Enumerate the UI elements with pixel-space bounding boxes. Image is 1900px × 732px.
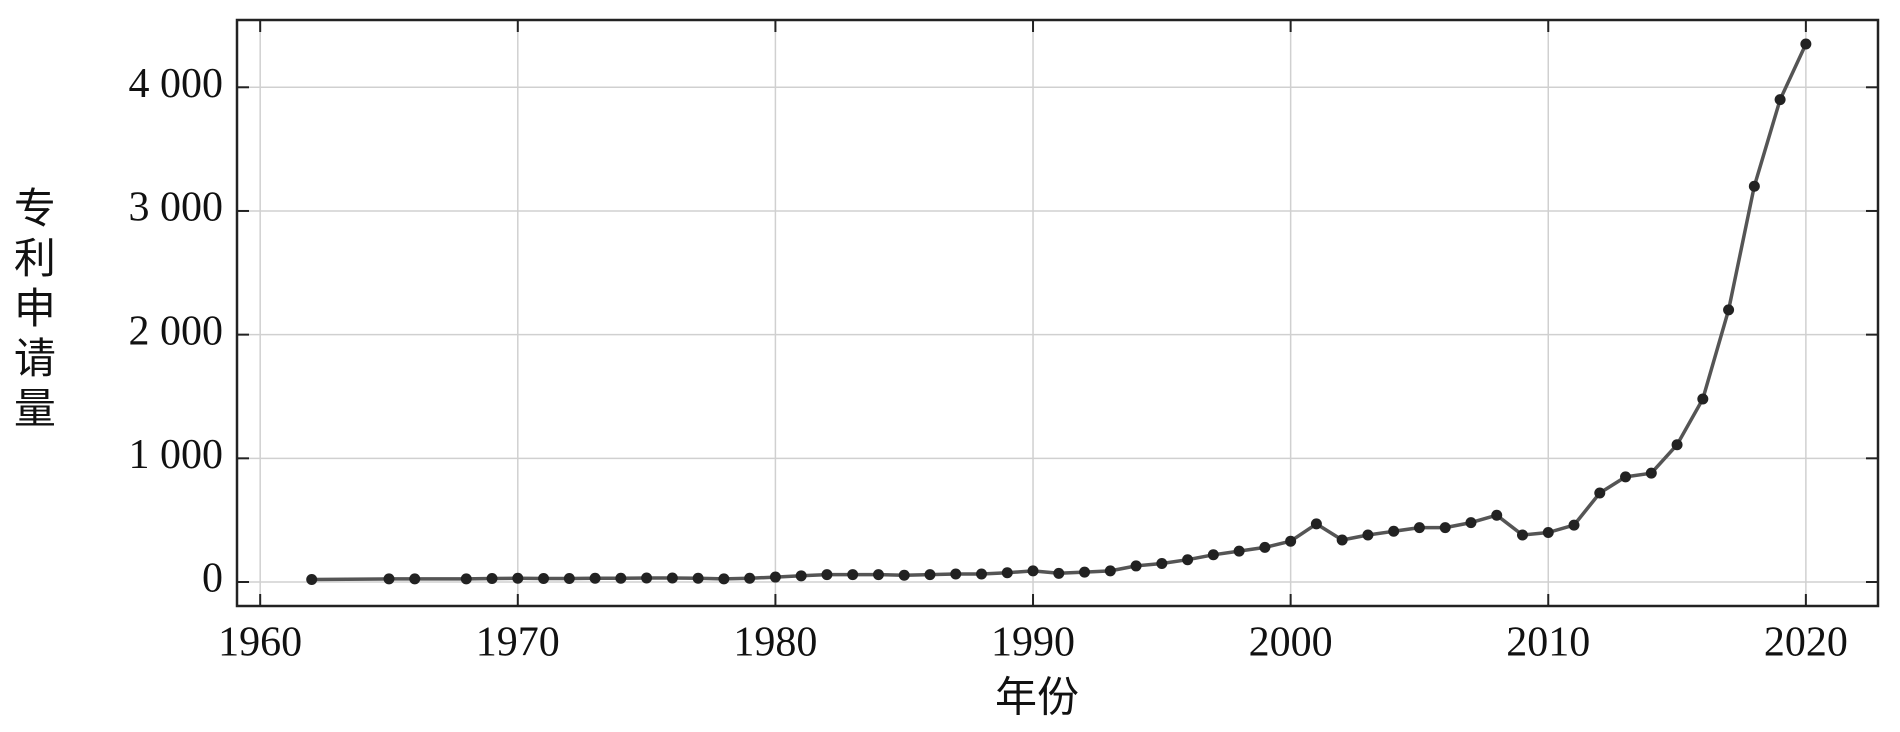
marker: [950, 568, 962, 580]
marker: [1207, 549, 1219, 561]
marker: [1336, 534, 1348, 546]
marker: [1491, 509, 1503, 521]
marker: [306, 574, 318, 586]
y-tick-label: 1 000: [129, 432, 224, 478]
marker: [769, 571, 781, 583]
y-tick-label: 3 000: [129, 185, 224, 231]
marker: [1748, 180, 1760, 192]
marker: [744, 572, 756, 584]
marker: [641, 572, 653, 584]
x-tick-label: 1980: [733, 620, 817, 666]
marker: [1723, 304, 1735, 316]
plot-frame: [235, 18, 1880, 608]
x-axis-label: 年份: [995, 675, 1079, 722]
marker: [1182, 554, 1194, 566]
marker: [1774, 94, 1786, 106]
marker: [924, 569, 936, 581]
marker: [976, 568, 988, 580]
marker: [615, 572, 627, 584]
x-tick-label: 1960: [218, 620, 302, 666]
marker: [666, 572, 678, 584]
marker: [1516, 529, 1528, 541]
marker: [795, 570, 807, 582]
y-tick-label: 4 000: [129, 61, 224, 107]
marker: [821, 569, 833, 581]
x-tick-label: 2020: [1764, 620, 1848, 666]
marker: [1413, 522, 1425, 534]
x-tick-label: 1990: [991, 620, 1075, 666]
marker: [847, 569, 859, 581]
marker: [1465, 517, 1477, 529]
marker: [1568, 519, 1580, 531]
marker: [872, 569, 884, 581]
marker: [1001, 567, 1013, 579]
marker: [1027, 565, 1039, 577]
marker: [1104, 565, 1116, 577]
marker: [1285, 535, 1297, 547]
y-axis-label: 专利申请量: [7, 186, 54, 436]
marker: [1439, 522, 1451, 534]
marker: [486, 573, 498, 585]
marker: [563, 573, 575, 585]
marker: [1388, 525, 1400, 537]
marker: [1053, 567, 1065, 579]
marker: [692, 572, 704, 584]
marker: [538, 573, 550, 585]
marker: [1800, 38, 1812, 50]
marker: [1620, 471, 1632, 483]
y-tick-label: 2 000: [129, 308, 224, 354]
marker: [1259, 541, 1271, 553]
marker: [1362, 529, 1374, 541]
marker: [898, 569, 910, 581]
marker: [1156, 557, 1168, 569]
line: [311, 43, 1808, 582]
x-tick-label: 2010: [1506, 620, 1590, 666]
x-tick-label: 1970: [476, 620, 560, 666]
marker: [1130, 560, 1142, 572]
marker: [589, 572, 601, 584]
marker: [383, 573, 395, 585]
marker: [460, 573, 472, 585]
marker: [1645, 467, 1657, 479]
marker: [1594, 487, 1606, 499]
marker: [1542, 527, 1554, 539]
marker: [1310, 518, 1322, 530]
marker: [1233, 545, 1245, 557]
marker: [1671, 439, 1683, 451]
y-tick-label: 0: [202, 556, 223, 602]
marker: [1079, 566, 1091, 578]
marker: [409, 573, 421, 585]
x-tick-label: 2000: [1249, 620, 1333, 666]
marker: [1697, 393, 1709, 405]
marker: [718, 573, 730, 585]
marker: [512, 572, 524, 584]
